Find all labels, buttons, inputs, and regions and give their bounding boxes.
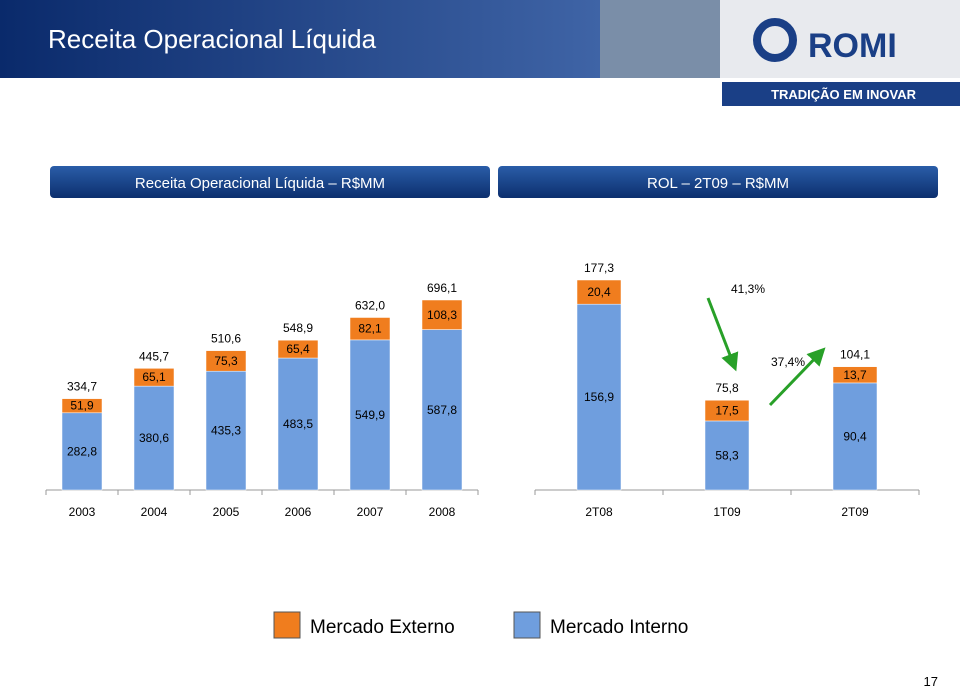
value-label: 58,3 (715, 448, 739, 462)
bar-segment (205, 370, 247, 491)
bar-segment (576, 303, 622, 491)
total-label: 445,7 (139, 349, 169, 363)
value-label: 51,9 (70, 399, 94, 413)
bar-segment (61, 398, 103, 414)
bar-segment (277, 339, 319, 359)
total-label: 334,7 (67, 380, 97, 394)
value-label: 65,4 (286, 342, 310, 356)
total-label: 696,1 (427, 281, 457, 295)
value-label: 483,5 (283, 417, 313, 431)
value-label: 13,7 (843, 368, 867, 382)
bar-segment (421, 299, 463, 330)
value-label: 156,9 (584, 390, 614, 404)
header-photo (600, 0, 720, 78)
bar-segment (277, 357, 319, 491)
chart-title: Receita Operacional Líquida – R$MM (135, 175, 385, 192)
value-label: 435,3 (211, 424, 241, 438)
header-band (0, 0, 600, 78)
panel-header (498, 166, 938, 198)
x-tick-label: 2004 (141, 505, 168, 519)
bar-segment (205, 350, 247, 372)
x-tick-label: 2003 (69, 505, 96, 519)
value-label: 549,9 (355, 408, 385, 422)
legend-swatch (273, 611, 301, 639)
bar-segment (832, 382, 878, 491)
bar-segment (349, 339, 391, 491)
panel-header (50, 166, 490, 198)
total-label: 632,0 (355, 298, 385, 312)
x-tick-label: 2006 (285, 505, 312, 519)
value-label: 17,5 (715, 404, 739, 418)
total-label: 177,3 (584, 261, 614, 275)
value-label: 75,3 (214, 354, 238, 368)
x-tick-label: 2T08 (585, 505, 613, 519)
change-arrow (768, 347, 826, 407)
tagline: TRADIÇÃO EM INOVAR (771, 87, 917, 102)
value-label: 90,4 (843, 429, 867, 443)
x-tick-label: 2007 (357, 505, 384, 519)
logo: ROMI (808, 27, 897, 65)
total-label: 75,8 (715, 381, 739, 395)
value-label: 65,1 (142, 370, 166, 384)
value-label: 20,4 (587, 285, 611, 299)
bar-segment (704, 420, 750, 491)
bar-segment (349, 317, 391, 341)
value-label: 82,1 (358, 322, 382, 336)
value-label: 587,8 (427, 403, 457, 417)
bar-segment (421, 329, 463, 491)
logo-icon (753, 18, 797, 62)
bar-segment (133, 368, 175, 387)
value-label: 282,8 (67, 444, 97, 458)
total-label: 510,6 (211, 332, 241, 346)
page-number: 17 (924, 674, 938, 689)
bar-segment (576, 279, 622, 305)
annotation: 41,3% (731, 282, 765, 296)
chart-title: ROL – 2T09 – R$MM (647, 175, 789, 192)
bar-segment (832, 366, 878, 384)
x-tick-label: 2008 (429, 505, 456, 519)
legend-label: Mercado Interno (550, 617, 688, 638)
x-tick-label: 2005 (213, 505, 240, 519)
value-label: 380,6 (139, 431, 169, 445)
slide-title: Receita Operacional Líquida (48, 24, 377, 54)
legend-swatch (513, 611, 541, 639)
total-label: 548,9 (283, 321, 313, 335)
tagline-band (722, 82, 960, 106)
total-label: 104,1 (840, 348, 870, 362)
annotation: 37,4% (771, 355, 805, 369)
value-label: 108,3 (427, 308, 457, 322)
x-tick-label: 2T09 (841, 505, 869, 519)
bar-segment (704, 399, 750, 422)
change-arrow (706, 297, 739, 372)
x-tick-label: 1T09 (713, 505, 741, 519)
legend-label: Mercado Externo (310, 617, 455, 638)
